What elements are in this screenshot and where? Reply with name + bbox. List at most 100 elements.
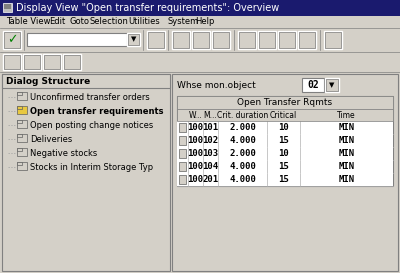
Bar [128, 34, 139, 45]
Bar [3, 31, 21, 49]
Bar [0, 0, 400, 16]
Text: 02: 02 [307, 80, 319, 90]
Bar [17, 134, 27, 142]
Text: 104: 104 [202, 162, 218, 171]
Bar [2, 74, 170, 88]
Bar [179, 136, 186, 145]
Bar [177, 147, 393, 160]
Text: MIN: MIN [338, 149, 354, 158]
Bar [179, 123, 186, 132]
Bar [0, 72, 400, 273]
Text: 103: 103 [202, 149, 218, 158]
Text: 100: 100 [188, 162, 204, 171]
Bar [17, 162, 27, 170]
Text: Open transfer requirements: Open transfer requirements [30, 106, 164, 115]
Text: 100: 100 [188, 136, 204, 145]
Text: 2.000: 2.000 [229, 123, 256, 132]
Bar [173, 32, 189, 48]
Bar [17, 120, 27, 128]
Text: Goto: Goto [69, 17, 89, 26]
Text: Negative stocks: Negative stocks [30, 149, 97, 158]
Text: ✓: ✓ [7, 34, 17, 46]
Text: MIN: MIN [338, 123, 354, 132]
Bar [278, 31, 296, 49]
Bar [177, 121, 393, 134]
Bar [239, 32, 255, 48]
Bar [24, 55, 40, 69]
Text: MIN: MIN [338, 136, 354, 145]
Text: M...: M... [204, 111, 217, 120]
Bar [192, 31, 210, 49]
Text: 100: 100 [188, 123, 204, 132]
Bar [63, 54, 81, 70]
Bar [0, 16, 400, 28]
Bar [64, 55, 80, 69]
Text: 4.000: 4.000 [229, 136, 256, 145]
Text: Open posting change notices: Open posting change notices [30, 120, 153, 129]
Bar [213, 32, 229, 48]
Bar [17, 106, 27, 114]
Bar [43, 54, 61, 70]
Text: Critical: Critical [270, 111, 297, 120]
Bar [17, 92, 27, 100]
Text: 15: 15 [278, 175, 289, 184]
Bar [23, 54, 41, 70]
Bar [299, 32, 315, 48]
Text: Display View "Open transfer requirements": Overview: Display View "Open transfer requirements… [16, 3, 279, 13]
Bar [17, 106, 22, 109]
Bar [17, 120, 22, 123]
Text: Table View: Table View [6, 17, 50, 26]
Text: 15: 15 [278, 162, 289, 171]
Bar [258, 31, 276, 49]
Bar [4, 55, 20, 69]
Text: 201: 201 [202, 175, 218, 184]
Bar [3, 54, 21, 70]
Bar [27, 33, 127, 46]
Bar [172, 31, 190, 49]
Bar [3, 3, 12, 12]
Text: 100: 100 [188, 175, 204, 184]
Bar [17, 148, 27, 156]
Bar [17, 92, 22, 95]
Bar [17, 134, 22, 137]
Text: 2.000: 2.000 [229, 149, 256, 158]
Text: Help: Help [196, 17, 215, 26]
Text: Unconfirmed transfer orders: Unconfirmed transfer orders [30, 93, 150, 102]
Bar [325, 78, 339, 92]
Bar [0, 28, 400, 52]
Text: 4.000: 4.000 [229, 162, 256, 171]
Bar [193, 32, 209, 48]
Text: Crit. duration: Crit. duration [217, 111, 268, 120]
Text: ▼: ▼ [131, 37, 136, 43]
Bar [259, 32, 275, 48]
Text: 101: 101 [202, 123, 218, 132]
Text: MIN: MIN [338, 162, 354, 171]
Bar [172, 74, 398, 271]
Bar [0, 52, 400, 72]
Bar [177, 173, 393, 186]
Bar [4, 32, 20, 48]
Bar [302, 78, 324, 92]
Bar [177, 160, 393, 173]
Bar [44, 55, 60, 69]
Text: W...: W... [189, 111, 202, 120]
Bar [17, 148, 22, 151]
Bar [179, 149, 186, 158]
Bar [17, 162, 22, 165]
Bar [324, 31, 342, 49]
Bar [279, 32, 295, 48]
Bar [177, 96, 393, 109]
Bar [148, 32, 164, 48]
Text: Selection: Selection [90, 17, 128, 26]
Text: 15: 15 [278, 136, 289, 145]
Bar [179, 175, 186, 184]
Bar [177, 96, 393, 186]
Text: ▼: ▼ [329, 82, 335, 88]
Text: 10: 10 [278, 149, 289, 158]
Text: 10: 10 [278, 123, 289, 132]
Text: System: System [168, 17, 199, 26]
Text: Dialog Structure: Dialog Structure [6, 76, 90, 85]
Bar [4, 4, 11, 9]
Text: Time: Time [337, 111, 356, 120]
Text: Stocks in Interim Storage Typ: Stocks in Interim Storage Typ [30, 162, 153, 171]
